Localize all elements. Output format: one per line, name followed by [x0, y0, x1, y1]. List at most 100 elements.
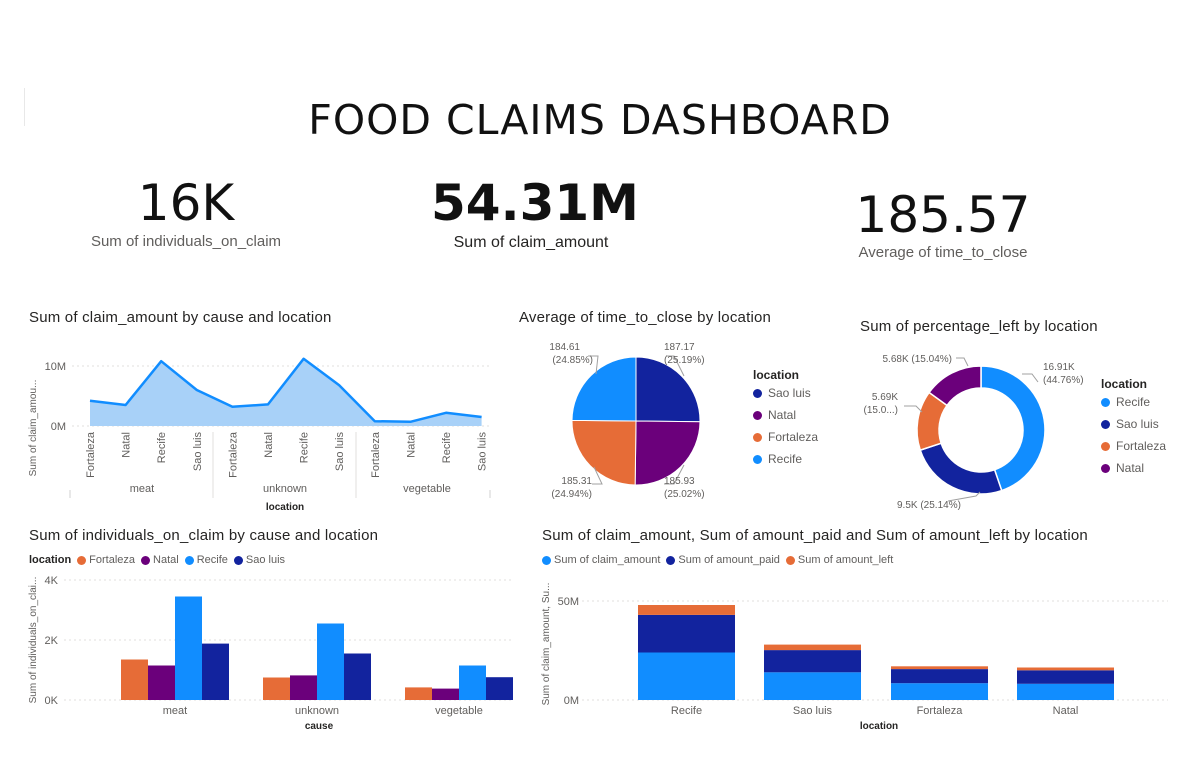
- stacked-legend-label: Sum of amount_left: [797, 554, 894, 566]
- donut-legend-item[interactable]: Sao luis: [1101, 413, 1166, 435]
- stacked-xtick: Fortaleza: [917, 705, 964, 717]
- area-xtick: Natal: [405, 432, 417, 458]
- stacked-seg-amount-paid: [764, 650, 861, 673]
- left-divider: [24, 88, 25, 126]
- pie-leader: [592, 466, 603, 485]
- donut-label: (44.76%): [1043, 375, 1084, 386]
- pie-legend-title: location: [753, 368, 800, 382]
- area-xtick: Fortaleza: [85, 431, 97, 478]
- legend-dot-icon: [1101, 397, 1110, 407]
- donut-chart: 16.91K (44.76%) 9.5K (25.14%) 5.69K (15.…: [864, 354, 1084, 511]
- stacked-chart-xlabel: location: [860, 721, 898, 732]
- legend-dot-icon: [1101, 419, 1110, 429]
- bar-xtick: meat: [163, 705, 187, 717]
- donut-leader: [904, 405, 923, 413]
- bar-ytick: 2K: [45, 635, 59, 647]
- stacked-seg-claim-amount: [764, 672, 861, 700]
- pie-legend-item[interactable]: Sao luis: [753, 382, 818, 404]
- stacked-legend-item[interactable]: Sum of amount_left: [785, 554, 894, 566]
- pie-legend-label: Natal: [768, 408, 797, 422]
- bar-sao-luis: [344, 653, 371, 700]
- dashboard-title: FOOD CLAIMS DASHBOARD: [308, 96, 892, 144]
- bar-legend-label: Sao luis: [245, 554, 286, 566]
- stacked-ytick: 50M: [558, 596, 579, 608]
- pie-label: 184.61: [549, 342, 580, 353]
- stacked-ytick: 0M: [564, 695, 579, 707]
- area-xlabel: location: [266, 502, 304, 513]
- bar-chart: Sum of individuals_on_clai... 4K 2K 0K m…: [28, 575, 513, 732]
- pie-label: 185.93: [664, 476, 695, 487]
- bar-natal: [148, 665, 175, 700]
- bar-legend: location Fortaleza Natal Recife Sao luis: [29, 554, 291, 566]
- stacked-xtick: Recife: [671, 705, 702, 717]
- kpi-time-to-close-value: 185.57: [855, 186, 1031, 244]
- donut-legend-item[interactable]: Natal: [1101, 457, 1166, 479]
- legend-dot-icon: [1101, 441, 1110, 451]
- donut-label: 16.91K: [1043, 362, 1075, 373]
- pie-legend: location Sao luis Natal Fortaleza Recife: [753, 368, 818, 470]
- stacked-seg-amount-paid: [1017, 670, 1114, 684]
- area-xtick: Fortaleza: [227, 431, 239, 478]
- area-xtick: Natal: [263, 432, 275, 458]
- area-chart: Sum of claim_amou... 10M 0M Fortaleza Nat…: [28, 357, 492, 513]
- area-cause-label: unknown: [263, 483, 307, 495]
- bar-legend-label: Fortaleza: [89, 554, 136, 566]
- legend-dot-icon: [753, 410, 762, 420]
- stacked-seg-claim-amount: [1017, 683, 1114, 700]
- pie-label: 187.17: [664, 342, 695, 353]
- bar-xtick: vegetable: [435, 705, 483, 717]
- stacked-legend: Sum of claim_amount Sum of amount_paid S…: [542, 554, 899, 566]
- donut-legend-item[interactable]: Fortaleza: [1101, 435, 1166, 457]
- stacked-seg-amount-paid: [891, 669, 988, 684]
- bar-legend-title: location: [29, 554, 72, 566]
- donut-legend-title: location: [1101, 377, 1148, 391]
- donut-legend-label: Sao luis: [1116, 417, 1159, 431]
- pie-legend-item[interactable]: Fortaleza: [753, 426, 818, 448]
- stacked-chart-title: Sum of claim_amount, Sum of amount_paid …: [542, 527, 1088, 544]
- legend-dot-icon: [542, 555, 551, 565]
- stacked-seg-claim-amount: [891, 683, 988, 700]
- donut-legend-label: Fortaleza: [1116, 439, 1167, 453]
- legend-dot-icon: [785, 555, 795, 565]
- pie-legend-item[interactable]: Natal: [753, 404, 818, 426]
- bar-legend-item[interactable]: Natal: [141, 554, 179, 566]
- area-xtick: Natal: [121, 432, 133, 458]
- donut-legend-item[interactable]: Recife: [1101, 391, 1166, 413]
- pie-legend-item[interactable]: Recife: [753, 448, 818, 470]
- kpi-individuals-value: 16K: [137, 174, 235, 232]
- kpi-time-to-close-label: Average of time_to_close: [858, 244, 1028, 261]
- bar-chart-title: Sum of individuals_on_claim by cause and…: [29, 527, 379, 544]
- pie-legend-label: Sao luis: [768, 386, 811, 400]
- bar-ytick: 4K: [45, 575, 59, 587]
- donut-chart-title: Sum of percentage_left by location: [860, 318, 1098, 335]
- bar-natal: [290, 675, 317, 700]
- pie-legend-label: Fortaleza: [768, 430, 819, 444]
- area-xtick: Recife: [299, 432, 311, 463]
- kpi-claim-amount-label: Sum of claim_amount: [453, 234, 609, 251]
- legend-dot-icon: [1101, 463, 1110, 473]
- bar-fortaleza: [121, 659, 148, 700]
- bar-recife: [175, 596, 202, 700]
- legend-dot-icon: [753, 388, 762, 398]
- pie-label: (24.85%): [552, 355, 593, 366]
- bar-fortaleza: [263, 677, 290, 700]
- donut-legend-label: Recife: [1116, 395, 1151, 409]
- stacked-legend-item[interactable]: Sum of amount_paid: [666, 554, 780, 566]
- donut-legend: location Recife Sao luis Fortaleza Natal: [1101, 377, 1166, 479]
- pie-leader: [664, 464, 685, 485]
- legend-dot-icon: [753, 454, 762, 464]
- bar-legend-item[interactable]: Fortaleza: [77, 554, 135, 566]
- area-chart-ylabel: Sum of claim_amou...: [28, 380, 39, 477]
- stacked-seg-amount-left: [764, 644, 861, 651]
- kpi-individuals-label: Sum of individuals_on_claim: [90, 233, 282, 250]
- bar-legend-item[interactable]: Recife: [184, 554, 228, 566]
- bar-sao-luis: [202, 643, 229, 700]
- pie-label: (25.19%): [664, 355, 705, 366]
- donut-label: (15.0...): [864, 405, 898, 416]
- legend-dot-icon: [77, 555, 87, 565]
- donut-legend-label: Natal: [1116, 461, 1145, 475]
- stacked-chart: Sum of claim_amount, Su... 50M 0M Recife…: [541, 583, 1168, 732]
- stacked-legend-item[interactable]: Sum of claim_amount: [542, 554, 660, 566]
- bar-legend-item[interactable]: Sao luis: [233, 554, 286, 566]
- area-xtick: Sao luis: [334, 432, 346, 472]
